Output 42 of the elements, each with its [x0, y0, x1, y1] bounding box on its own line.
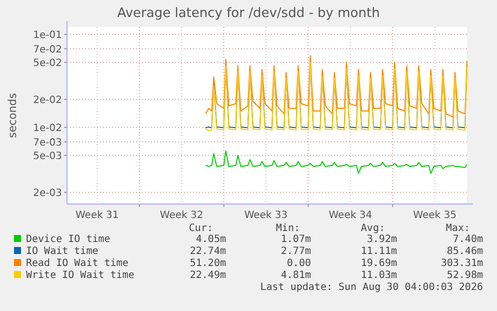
y-axis-title: seconds	[6, 92, 19, 138]
text: 2.77m	[280, 246, 311, 257]
y-tick-label: 1e-02	[33, 122, 62, 134]
y-tick-label: 5e-02	[33, 58, 62, 69]
x-tick-label: Week 33	[244, 210, 288, 221]
y-tick-label: 5e-03	[33, 150, 62, 162]
text: 85.46m	[446, 246, 483, 257]
y-tick-label: 1e-01	[33, 30, 62, 41]
legend-label: Device IO time	[26, 234, 110, 245]
line-series	[205, 55, 468, 118]
y-tick-label: 2e-02	[33, 94, 62, 106]
text: 3.92m	[366, 234, 397, 245]
text: 19.69m	[360, 258, 397, 269]
text: 52.98m	[446, 270, 483, 281]
text: 11.03m	[360, 270, 397, 281]
x-tick-label: Week 34	[328, 210, 372, 221]
y-tick-label: 2e-03	[33, 188, 62, 199]
legend-label: Read IO Wait time	[26, 258, 128, 269]
text: 22.49m	[190, 270, 226, 281]
legend-label: Write IO Wait time	[26, 270, 134, 281]
text: Max:	[446, 223, 470, 234]
text: 303.31m	[440, 258, 483, 269]
text: Min:	[276, 223, 300, 234]
text: Last update: Sun Aug 30 04:00:03 2026	[260, 282, 483, 293]
text: 4.05m	[196, 234, 226, 245]
text: 1.07m	[280, 234, 311, 245]
x-tick-label: Week 32	[160, 210, 204, 221]
legend-label: IO Wait time	[26, 246, 98, 257]
text: 7.40m	[452, 234, 483, 245]
y-tick-label: 7e-02	[33, 44, 62, 56]
text: 0.00	[286, 258, 311, 269]
line-series	[205, 150, 468, 174]
x-tick-label: Week 31	[75, 210, 119, 221]
text: 22.74m	[190, 246, 226, 257]
text: 4.81m	[280, 270, 311, 281]
text: 51.20m	[190, 258, 226, 269]
text: 11.11m	[360, 246, 397, 257]
text: Cur:	[188, 223, 213, 234]
y-tick-label: 7e-03	[33, 137, 62, 148]
chart-title: Average latency for /dev/sdd - by month	[117, 6, 380, 21]
x-tick-label: Week 35	[413, 210, 456, 221]
text: Avg:	[360, 223, 385, 234]
